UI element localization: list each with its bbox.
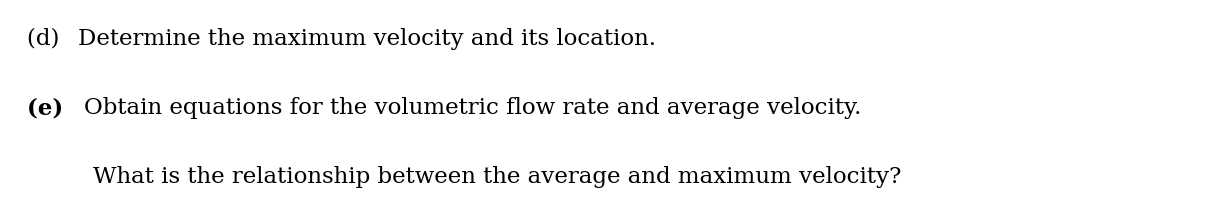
Text: (d): (d) — [27, 28, 67, 50]
Text: Obtain equations for the volumetric flow rate and average velocity.: Obtain equations for the volumetric flow… — [84, 97, 861, 119]
Text: Determine the maximum velocity and its location.: Determine the maximum velocity and its l… — [78, 28, 657, 50]
Text: What is the relationship between the average and maximum velocity?: What is the relationship between the ave… — [93, 166, 901, 188]
Text: (e): (e) — [27, 97, 71, 119]
